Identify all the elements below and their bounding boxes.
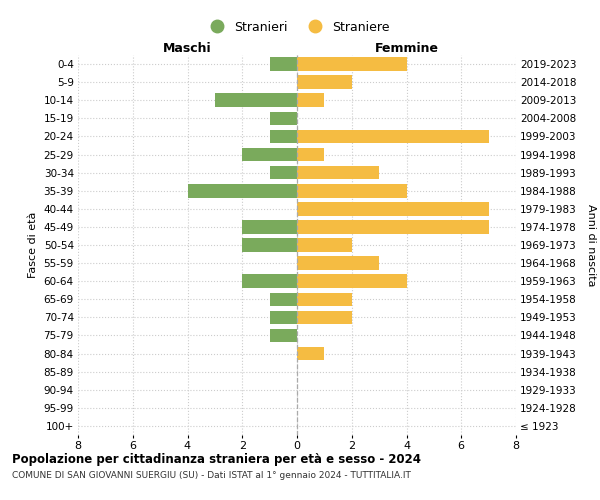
Bar [188,184,297,198]
Bar [242,220,297,234]
Bar [297,274,407,288]
Bar [297,310,352,324]
Bar [269,166,297,179]
Y-axis label: Fasce di età: Fasce di età [28,212,38,278]
Bar [297,220,488,234]
Bar [269,130,297,143]
Text: COMUNE DI SAN GIOVANNI SUERGIU (SU) - Dati ISTAT al 1° gennaio 2024 - TUTTITALIA: COMUNE DI SAN GIOVANNI SUERGIU (SU) - Da… [12,471,411,480]
Bar [269,310,297,324]
Bar [297,148,325,162]
Bar [297,292,352,306]
Bar [269,112,297,125]
Bar [297,184,407,198]
Text: Popolazione per cittadinanza straniera per età e sesso - 2024: Popolazione per cittadinanza straniera p… [12,452,421,466]
Legend: Stranieri, Straniere: Stranieri, Straniere [199,16,395,38]
Bar [297,58,407,71]
Bar [297,94,325,107]
Bar [297,202,488,215]
Bar [269,328,297,342]
Bar [242,148,297,162]
Bar [269,292,297,306]
Bar [297,130,488,143]
Bar [242,238,297,252]
Text: Femmine: Femmine [374,42,439,55]
Text: Maschi: Maschi [163,42,212,55]
Bar [297,256,379,270]
Bar [269,58,297,71]
Bar [215,94,297,107]
Bar [242,274,297,288]
Bar [297,76,352,89]
Bar [297,238,352,252]
Y-axis label: Anni di nascita: Anni di nascita [586,204,596,286]
Bar [297,166,379,179]
Bar [297,347,325,360]
